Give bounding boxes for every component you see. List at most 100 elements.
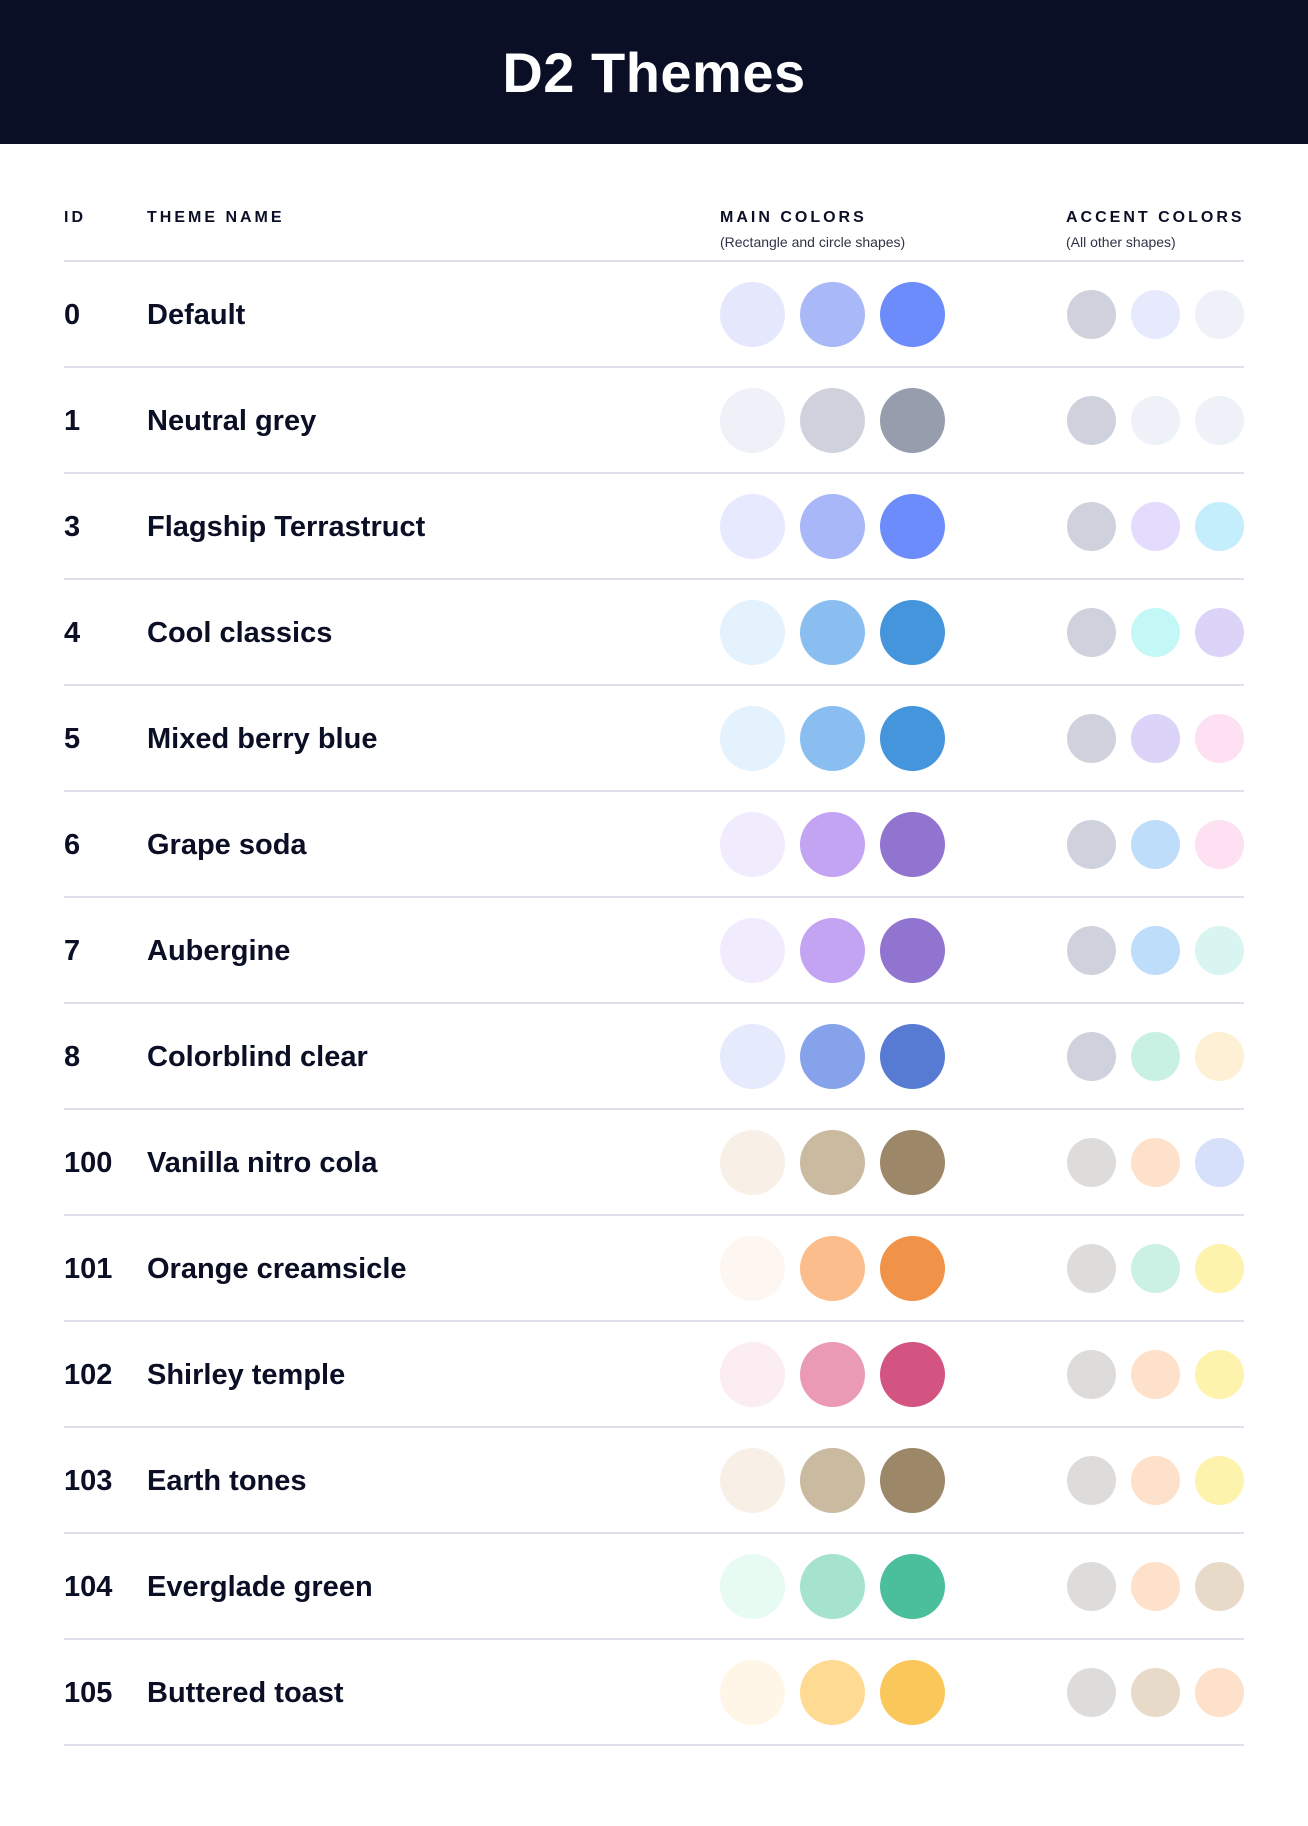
main-color-swatch — [800, 918, 865, 983]
main-color-swatch — [800, 1130, 865, 1195]
accent-color-swatch — [1195, 290, 1244, 339]
accent-color-swatch — [1067, 714, 1116, 763]
theme-name: Default — [147, 299, 246, 331]
main-color-swatch — [720, 282, 785, 347]
theme-name: Cool classics — [147, 617, 333, 649]
accent-color-swatch — [1131, 714, 1180, 763]
main-color-swatch — [880, 494, 945, 559]
column-header-id: ID — [64, 209, 86, 226]
theme-name: Flagship Terrastruct — [147, 511, 426, 543]
theme-id: 103 — [64, 1465, 113, 1497]
main-color-swatch — [880, 1554, 945, 1619]
main-color-swatch — [880, 600, 945, 665]
row-divider — [64, 1638, 1244, 1640]
theme-id: 8 — [64, 1041, 81, 1073]
table-row: 8 Colorblind clear — [0, 1004, 1308, 1110]
accent-color-swatch — [1131, 1456, 1180, 1505]
theme-name: Neutral grey — [147, 405, 317, 437]
main-color-swatch — [880, 1448, 945, 1513]
accent-color-swatch — [1131, 608, 1180, 657]
accent-color-swatch — [1067, 926, 1116, 975]
table-row: 101 Orange creamsicle — [0, 1216, 1308, 1322]
row-divider — [64, 1320, 1244, 1322]
accent-color-swatch — [1195, 1138, 1244, 1187]
table-row: 103 Earth tones — [0, 1428, 1308, 1534]
accent-color-swatch — [1131, 502, 1180, 551]
accent-color-swatch — [1195, 1456, 1244, 1505]
main-color-swatch — [720, 1236, 785, 1301]
main-color-swatch — [800, 812, 865, 877]
main-color-swatch — [720, 1024, 785, 1089]
header-divider — [64, 260, 1244, 262]
main-color-swatch — [720, 1660, 785, 1725]
accent-color-swatch — [1131, 1244, 1180, 1293]
accent-color-swatch — [1067, 1350, 1116, 1399]
main-color-swatch — [880, 812, 945, 877]
table-row: 5 Mixed berry blue — [0, 686, 1308, 792]
theme-name: Aubergine — [147, 935, 291, 967]
main-color-swatch — [720, 1448, 785, 1513]
row-divider — [64, 1108, 1244, 1110]
row-divider — [64, 1532, 1244, 1534]
accent-color-swatch — [1195, 1032, 1244, 1081]
main-color-swatch — [800, 388, 865, 453]
accent-color-swatch — [1195, 1350, 1244, 1399]
main-color-swatch — [800, 1342, 865, 1407]
accent-color-swatch — [1131, 926, 1180, 975]
page-title: D2 Themes — [502, 40, 806, 104]
main-color-swatch — [880, 1342, 945, 1407]
accent-color-swatch — [1195, 1244, 1244, 1293]
theme-name: Grape soda — [147, 829, 307, 861]
main-color-swatch — [720, 706, 785, 771]
row-divider — [64, 896, 1244, 898]
theme-id: 5 — [64, 723, 81, 755]
main-color-swatch — [800, 1448, 865, 1513]
table-row: 1 Neutral grey — [0, 368, 1308, 474]
table-row: 3 Flagship Terrastruct — [0, 474, 1308, 580]
main-color-swatch — [720, 388, 785, 453]
main-color-swatch — [720, 1130, 785, 1195]
theme-name: Orange creamsicle — [147, 1253, 407, 1285]
theme-name: Vanilla nitro cola — [147, 1147, 378, 1179]
accent-color-swatch — [1195, 714, 1244, 763]
accent-color-swatch — [1131, 396, 1180, 445]
theme-id: 104 — [64, 1571, 113, 1603]
accent-color-swatch — [1195, 820, 1244, 869]
main-color-swatch — [800, 282, 865, 347]
accent-color-swatch — [1067, 396, 1116, 445]
main-color-swatch — [880, 388, 945, 453]
theme-id: 1 — [64, 405, 81, 437]
theme-id: 4 — [64, 617, 81, 649]
page-header: D2 Themes — [0, 0, 1308, 144]
accent-color-swatch — [1067, 1562, 1116, 1611]
accent-color-swatch — [1067, 820, 1116, 869]
accent-color-swatch — [1067, 502, 1116, 551]
main-color-swatch — [720, 918, 785, 983]
main-color-swatch — [720, 1342, 785, 1407]
main-color-swatch — [880, 1130, 945, 1195]
main-color-swatch — [720, 600, 785, 665]
main-color-swatch — [800, 1024, 865, 1089]
row-divider — [64, 472, 1244, 474]
table-row: 100 Vanilla nitro cola — [0, 1110, 1308, 1216]
theme-name: Buttered toast — [147, 1677, 344, 1709]
table-row: 0 Default — [0, 262, 1308, 368]
row-divider — [64, 684, 1244, 686]
column-subheader-accent-colors: (All other shapes) — [1066, 234, 1176, 250]
theme-name: Colorblind clear — [147, 1041, 368, 1073]
row-divider — [64, 1744, 1244, 1746]
column-header-accent-colors: ACCENT COLORS — [1066, 209, 1245, 226]
row-divider — [64, 1426, 1244, 1428]
theme-name: Earth tones — [147, 1465, 307, 1497]
theme-id: 105 — [64, 1677, 113, 1709]
accent-color-swatch — [1195, 926, 1244, 975]
column-header-main-colors: MAIN COLORS — [720, 209, 867, 226]
row-divider — [64, 578, 1244, 580]
theme-id: 7 — [64, 935, 81, 967]
table-row: 6 Grape soda — [0, 792, 1308, 898]
table-row: 4 Cool classics — [0, 580, 1308, 686]
theme-id: 6 — [64, 829, 81, 861]
main-color-swatch — [880, 1236, 945, 1301]
main-color-swatch — [720, 494, 785, 559]
accent-color-swatch — [1067, 1244, 1116, 1293]
